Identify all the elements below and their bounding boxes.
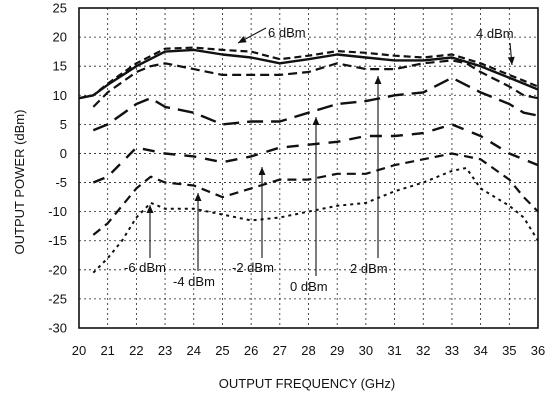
x-tick-label: 26 (244, 343, 258, 358)
series-line-6dbm (78, 46, 539, 100)
y-tick-label: 25 (53, 1, 67, 16)
series-line-minus4dbm (92, 152, 539, 236)
y-tick-label: 10 (53, 88, 67, 103)
x-tick-label: 30 (359, 343, 373, 358)
y-tick-label: 5 (60, 117, 67, 132)
y-tick-label: 0 (60, 146, 67, 161)
arrow-minus4dbm-head (194, 193, 202, 201)
annotation-arrows (146, 27, 515, 276)
x-tick-label: 34 (473, 343, 487, 358)
series-line-4dbm (78, 48, 539, 100)
series-group (78, 46, 539, 274)
y-tick-label: -25 (48, 291, 67, 306)
x-tick-label: 23 (158, 343, 172, 358)
arrow-2dbm-head (374, 76, 382, 84)
annotation-minus4dbm: -4 dBm (173, 274, 215, 289)
plot-frame (78, 7, 539, 329)
x-tick-label: 36 (531, 343, 545, 358)
x-tick-label: 24 (187, 343, 201, 358)
y-tick-label: -10 (48, 204, 67, 219)
x-tick-label: 25 (215, 343, 229, 358)
annotation-2dbm: 2 dBm (350, 261, 388, 276)
arrow-6dbm-head (238, 36, 247, 43)
series-line-0dbm (92, 76, 539, 132)
x-tick-label: 22 (129, 343, 143, 358)
x-tick-label: 27 (273, 343, 287, 358)
x-tick-label: 35 (502, 343, 516, 358)
tick-labels: 20 21 22 23 24 25 26 27 28 29 30 31 32 33 34 35 36 25 20 15… (48, 1, 545, 359)
annotation-minus6dbm: -6 dBm (124, 260, 166, 275)
y-tick-label: -20 (48, 262, 67, 277)
x-tick-label: 33 (445, 343, 459, 358)
arrow-0dbm-head (312, 117, 320, 125)
x-tick-label: 21 (100, 343, 114, 358)
annotation-6dbm: 6 dBm (268, 25, 306, 40)
y-tick-label: 20 (53, 30, 67, 45)
y-tick-label: 15 (53, 59, 67, 74)
annotation-0dbm: 0 dBm (290, 279, 328, 294)
series-line-minus6dbm (92, 167, 539, 274)
y-tick-label: -5 (55, 175, 67, 190)
annotation-minus2dbm: -2 dBm (232, 260, 274, 275)
x-tick-label: 32 (416, 343, 430, 358)
x-tick-label: 20 (72, 343, 86, 358)
x-axis-label: OUTPUT FREQUENCY (GHz) (219, 376, 395, 391)
y-axis-label: OUTPUT POWER (dBm) (12, 110, 27, 255)
series-line-2dbm (92, 59, 539, 108)
x-tick-label: 29 (330, 343, 344, 358)
arrow-4dbm-head (507, 56, 515, 65)
annotation-4dbm: 4 dBm (476, 26, 514, 41)
y-tick-label: -30 (48, 321, 67, 336)
x-tick-label: 31 (387, 343, 401, 358)
arrow-minus2dbm-head (258, 167, 266, 175)
y-tick-label: -15 (48, 233, 67, 248)
x-tick-label: 28 (301, 343, 315, 358)
arrow-minus6dbm-head (146, 205, 154, 213)
